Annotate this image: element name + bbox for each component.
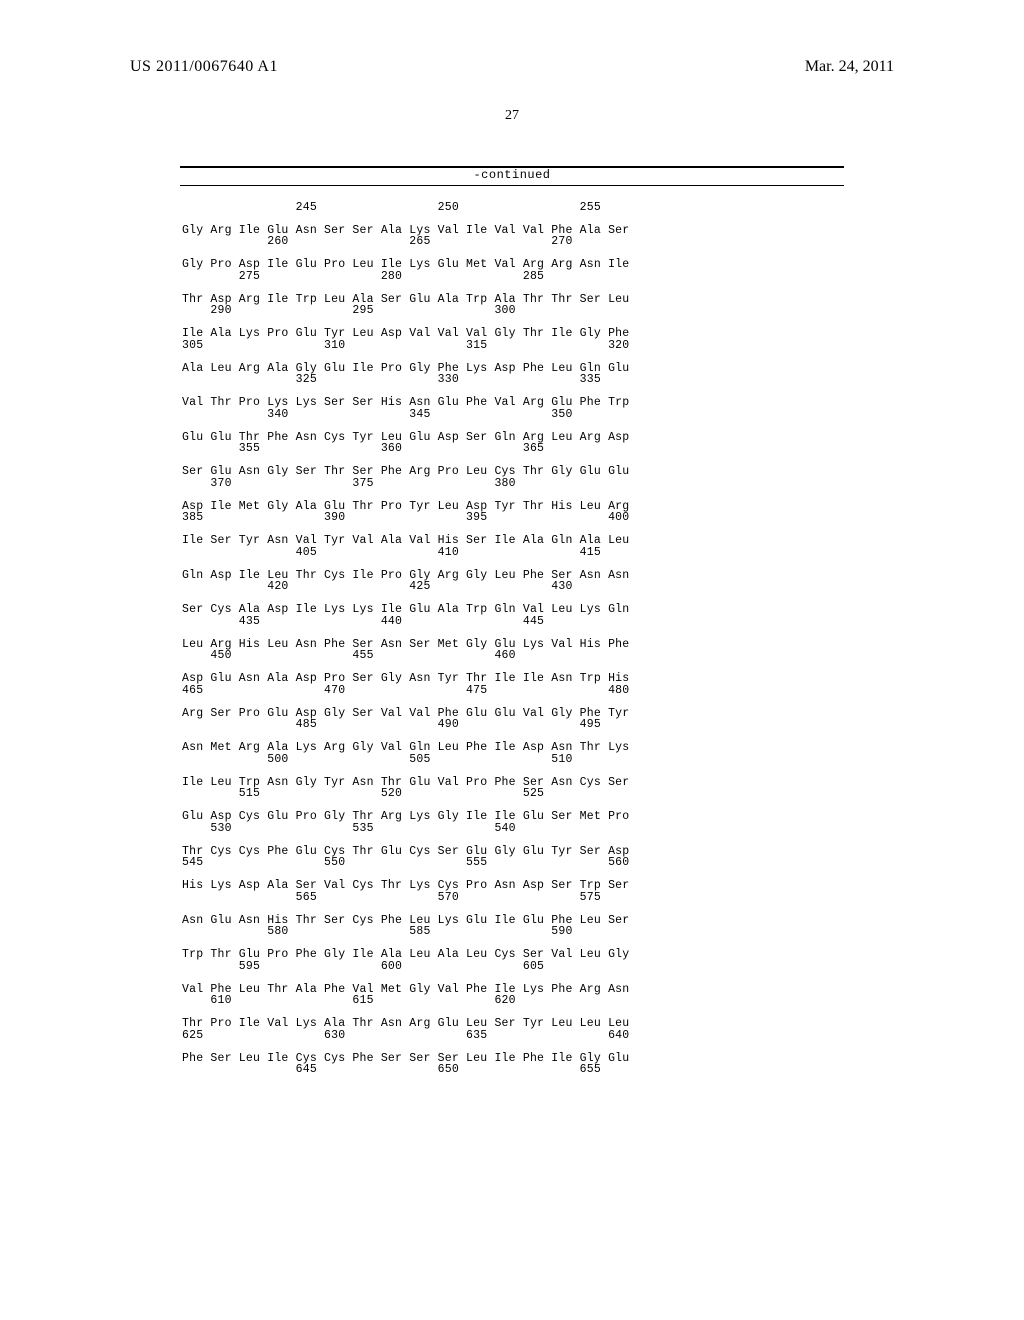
publication-date: Mar. 24, 2011 xyxy=(805,58,894,76)
continued-label: -continued xyxy=(180,168,844,184)
publication-number: US 2011/0067640 A1 xyxy=(130,58,278,76)
sequence-listing: 245 250 255 Gly Arg Ile Glu Asn Ser Ser … xyxy=(182,202,629,1076)
page-number: 27 xyxy=(0,108,1024,124)
rule-under-label xyxy=(180,185,844,186)
continued-block: -continued xyxy=(180,166,844,186)
